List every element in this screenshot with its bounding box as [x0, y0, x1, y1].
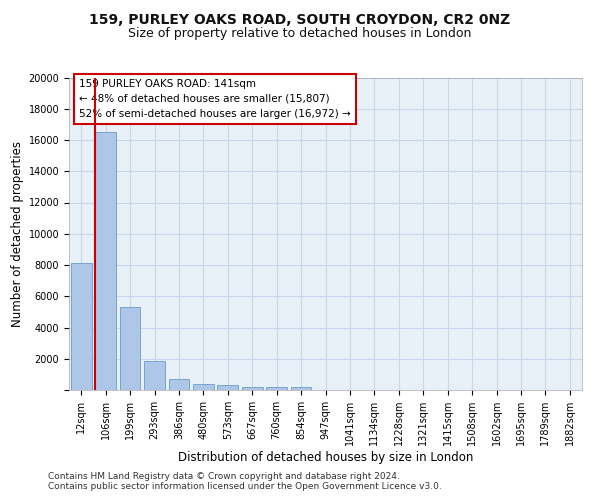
Bar — [242, 386, 263, 390]
X-axis label: Distribution of detached houses by size in London: Distribution of detached houses by size … — [178, 451, 473, 464]
Bar — [266, 388, 287, 390]
Bar — [95, 132, 116, 390]
Text: Size of property relative to detached houses in London: Size of property relative to detached ho… — [128, 28, 472, 40]
Bar — [193, 384, 214, 390]
Bar — [217, 386, 238, 390]
Bar — [71, 264, 92, 390]
Text: 159, PURLEY OAKS ROAD, SOUTH CROYDON, CR2 0NZ: 159, PURLEY OAKS ROAD, SOUTH CROYDON, CR… — [89, 12, 511, 26]
Bar — [144, 361, 165, 390]
Text: Contains public sector information licensed under the Open Government Licence v3: Contains public sector information licen… — [48, 482, 442, 491]
Text: 159 PURLEY OAKS ROAD: 141sqm
← 48% of detached houses are smaller (15,807)
52% o: 159 PURLEY OAKS ROAD: 141sqm ← 48% of de… — [79, 79, 351, 118]
Bar — [119, 307, 140, 390]
Bar — [290, 387, 311, 390]
Y-axis label: Number of detached properties: Number of detached properties — [11, 141, 25, 327]
Bar — [169, 379, 190, 390]
Text: Contains HM Land Registry data © Crown copyright and database right 2024.: Contains HM Land Registry data © Crown c… — [48, 472, 400, 481]
